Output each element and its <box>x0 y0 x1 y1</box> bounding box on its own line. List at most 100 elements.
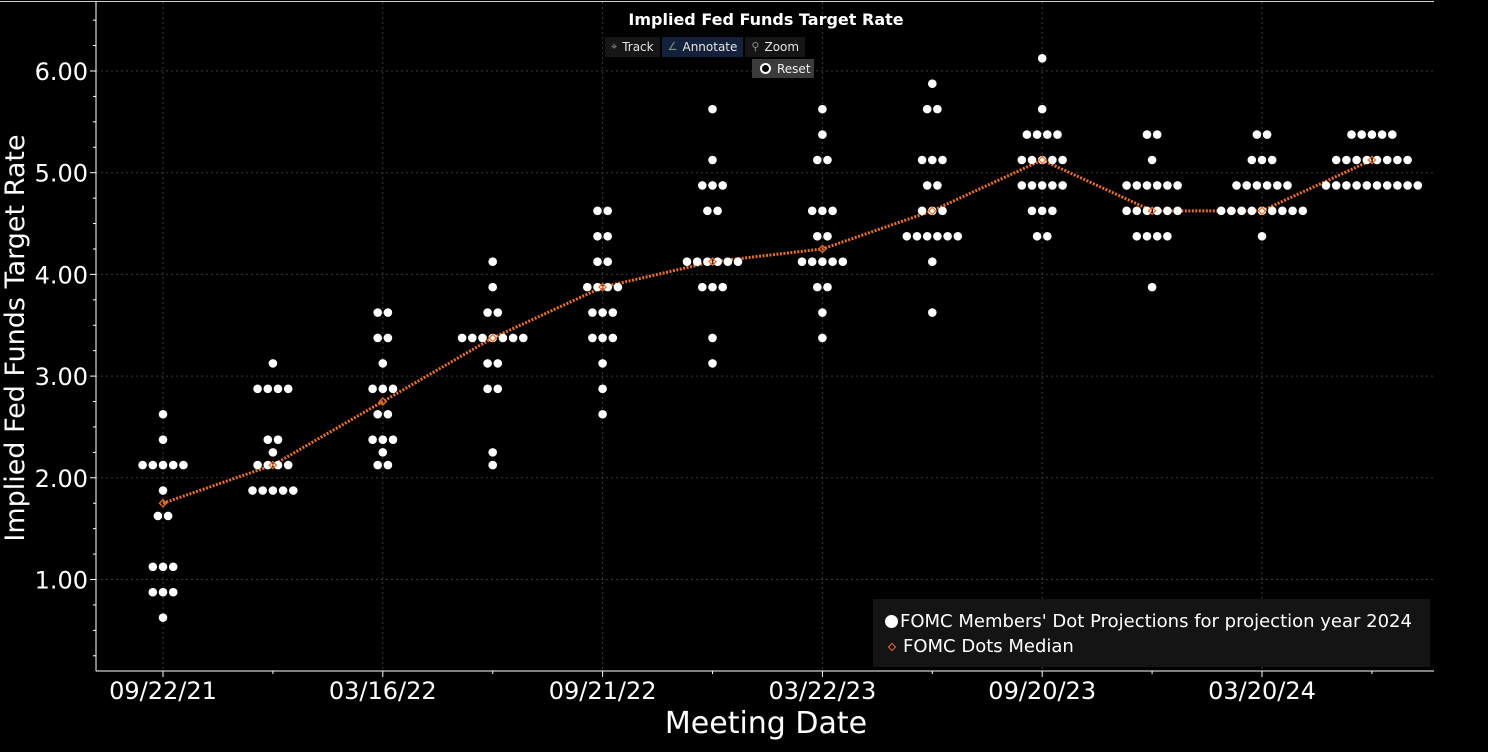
dot-point <box>373 409 383 419</box>
dot-point <box>1032 130 1042 139</box>
dot-point <box>1357 130 1366 139</box>
median-marker <box>1257 206 1267 216</box>
dot-point <box>1037 181 1047 190</box>
chart-legend: FOMC Members' Dot Projections for projec… <box>873 599 1430 667</box>
x-tick-label: 03/20/24 <box>1208 677 1316 705</box>
dot-point <box>368 384 377 394</box>
dot-point <box>1032 231 1042 241</box>
dot-point <box>253 384 262 394</box>
dot-point <box>608 333 618 343</box>
dot-point <box>1058 181 1067 190</box>
dot-point <box>708 104 717 114</box>
median-marker <box>817 244 827 254</box>
dot-point <box>708 155 717 165</box>
dot-point <box>933 104 942 114</box>
dot-point <box>493 359 503 368</box>
dot-point <box>698 282 707 292</box>
dot-point <box>1048 206 1057 216</box>
dot-point <box>368 435 377 444</box>
dot-point <box>1342 155 1351 165</box>
dot-point <box>807 257 817 266</box>
dot-point <box>1147 282 1157 292</box>
dot-point <box>708 181 717 190</box>
dot-point <box>273 384 283 394</box>
dot-point <box>493 384 503 394</box>
dot-point <box>1037 53 1047 63</box>
reset-button[interactable]: Reset <box>752 59 814 78</box>
dot-point <box>168 460 178 470</box>
dot-point <box>1173 181 1182 190</box>
dot-point <box>388 435 398 444</box>
dot-point <box>1382 181 1392 190</box>
dot-point <box>603 257 612 266</box>
dot-point <box>263 435 273 444</box>
reset-icon <box>760 63 771 74</box>
median-marker <box>598 282 608 292</box>
dot-point <box>922 181 932 190</box>
dot-point <box>818 257 827 266</box>
legend-item-median: FOMC Dots Median <box>885 636 1074 657</box>
dot-point <box>1152 181 1162 190</box>
dot-point <box>823 231 832 241</box>
dot-point <box>1257 155 1267 165</box>
dot-point <box>902 231 912 241</box>
dot-point <box>588 333 597 343</box>
dot-point <box>838 257 848 266</box>
dot-point <box>1142 130 1152 139</box>
dot-point <box>1142 206 1152 216</box>
track-button[interactable]: ⌖ Track <box>605 37 660 57</box>
dot-point <box>378 448 388 457</box>
dot-point <box>1372 155 1382 165</box>
dot-point <box>1347 130 1356 139</box>
dot-point <box>598 409 607 419</box>
dot-point <box>943 231 952 241</box>
dot-point <box>1393 155 1402 165</box>
dot-point <box>828 257 837 266</box>
dot-point <box>488 257 498 266</box>
dot-point <box>708 359 717 368</box>
magnifier-icon: ⚲ <box>751 40 760 53</box>
dot-point <box>692 257 702 266</box>
annotate-button[interactable]: ∠ Annotate <box>661 37 744 57</box>
dot-point <box>1352 155 1361 165</box>
dot-point <box>1132 231 1142 241</box>
dot-point <box>153 511 163 521</box>
dot-point <box>613 282 623 292</box>
dot-point <box>1058 155 1067 165</box>
dot-point <box>823 155 832 165</box>
dot-point <box>1043 130 1052 139</box>
legend-label-median: FOMC Dots Median <box>903 636 1074 657</box>
x-tick-label: 09/20/23 <box>988 677 1096 705</box>
median-marker <box>927 206 937 216</box>
pencil-icon: ∠ <box>667 40 678 53</box>
median-line <box>162 158 1373 505</box>
dot-point <box>598 384 607 394</box>
median-marker <box>1147 206 1157 216</box>
y-tick-label: 3.00 <box>35 363 88 391</box>
dot-point <box>488 460 498 470</box>
dot-point <box>818 104 827 114</box>
dot-point <box>933 181 942 190</box>
grid-lines <box>96 2 1434 671</box>
dot-point <box>938 206 947 216</box>
dot-point <box>378 435 388 444</box>
x-axis-label: Meeting Date <box>665 706 867 741</box>
dot-point <box>598 359 607 368</box>
dot-point <box>1362 155 1372 165</box>
dot-point <box>603 206 612 216</box>
dot-point <box>682 257 692 266</box>
white-dot-icon <box>885 615 898 628</box>
zoom-button[interactable]: ⚲ Zoom <box>745 37 806 57</box>
dot-point <box>1163 206 1172 216</box>
dot-point <box>168 562 178 572</box>
dot-point <box>268 359 278 368</box>
dot-point <box>263 384 273 394</box>
dot-point <box>383 409 393 419</box>
legend-label-dots: FOMC Members' Dot Projections for projec… <box>900 611 1412 632</box>
dot-point <box>917 155 927 165</box>
dot-point <box>273 435 283 444</box>
dot-point <box>598 308 607 317</box>
dot-point <box>457 333 467 343</box>
dot-point <box>928 257 937 266</box>
x-axis-ticks: 09/22/21 03/16/22 09/21/22 03/22/23 09/20/23… <box>109 671 1373 705</box>
